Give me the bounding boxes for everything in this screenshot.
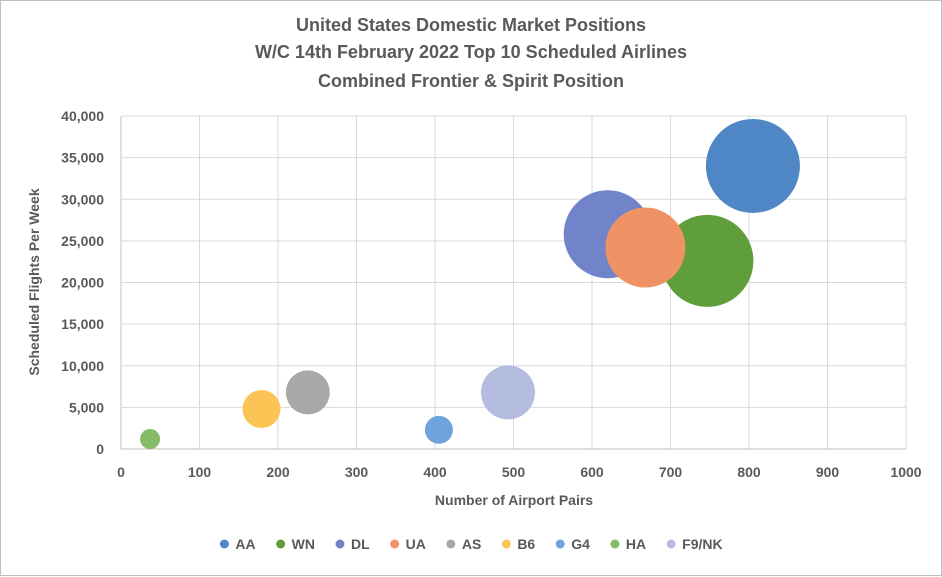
bubble-ua xyxy=(605,207,686,288)
y-tick-label: 30,000 xyxy=(61,191,104,207)
legend-marker xyxy=(390,539,400,549)
x-tick-label: 400 xyxy=(423,464,447,480)
x-axis-label: Number of Airport Pairs xyxy=(435,492,593,508)
legend-marker xyxy=(446,539,456,549)
y-tick-label: 20,000 xyxy=(61,275,104,291)
y-tick-label: 25,000 xyxy=(61,233,104,249)
legend-label: G4 xyxy=(571,536,590,552)
y-tick-label: 35,000 xyxy=(61,150,104,166)
chart-title-line-1: United States Domestic Market Positions xyxy=(296,15,646,35)
x-tick-label: 300 xyxy=(345,464,369,480)
bubble-f9-nk xyxy=(481,365,536,420)
legend-label: AA xyxy=(235,536,255,552)
bubble-wn xyxy=(661,214,754,307)
y-tick-label: 5,000 xyxy=(69,399,104,415)
x-tick-label: 700 xyxy=(659,464,683,480)
chart-title: United States Domestic Market Positions … xyxy=(255,15,687,91)
y-axis-label: Scheduled Flights Per Week xyxy=(26,188,42,375)
legend-item: HA xyxy=(610,536,646,552)
legend-item: F9/NK xyxy=(666,536,723,552)
x-tick-labels: 0 100 200 300 400 500 600 700 800 900 1000 xyxy=(117,464,922,480)
legend-marker xyxy=(501,539,511,549)
x-tick-label: 800 xyxy=(737,464,761,480)
legend-marker xyxy=(610,539,620,549)
legend-item: B6 xyxy=(501,536,535,552)
legend-item: AS xyxy=(446,536,481,552)
legend-label: DL xyxy=(351,536,370,552)
legend-marker xyxy=(335,539,345,549)
x-tick-label: 100 xyxy=(188,464,212,480)
y-tick-label: 10,000 xyxy=(61,358,104,374)
legend-marker xyxy=(219,539,229,549)
legend-label: F9/NK xyxy=(682,536,722,552)
legend-label: B6 xyxy=(517,536,535,552)
x-tick-label: 900 xyxy=(816,464,840,480)
bubble-b6 xyxy=(242,390,281,429)
legend-item: DL xyxy=(335,536,370,552)
legend-item: AA xyxy=(219,536,256,552)
bubble-aa xyxy=(705,118,800,213)
legend-marker xyxy=(555,539,565,549)
legend-item: UA xyxy=(390,536,426,552)
bubble-g4 xyxy=(424,415,453,444)
x-tick-label: 500 xyxy=(502,464,526,480)
bubbles xyxy=(140,118,800,450)
x-tick-label: 600 xyxy=(580,464,604,480)
legend-label: UA xyxy=(406,536,426,552)
bubble-as xyxy=(285,370,330,415)
x-tick-label: 0 xyxy=(117,464,125,480)
chart-title-line-3: Combined Frontier & Spirit Position xyxy=(318,71,624,91)
x-tick-label: 1000 xyxy=(890,464,921,480)
y-tick-label: 40,000 xyxy=(61,108,104,124)
legend-marker xyxy=(276,539,286,549)
legend-item: G4 xyxy=(555,536,590,552)
legend: AA WN DL UA AS B6 G4 HA F9/NK xyxy=(219,536,723,552)
bubble-ha xyxy=(140,429,161,450)
legend-label: WN xyxy=(292,536,315,552)
y-tick-labels: 0 5,000 10,000 15,000 20,000 25,000 30,000 35,0… xyxy=(61,108,104,457)
y-tick-label: 15,000 xyxy=(61,316,104,332)
legend-item: WN xyxy=(276,536,315,552)
x-tick-label: 200 xyxy=(266,464,290,480)
y-tick-label: 0 xyxy=(96,441,104,457)
legend-label: AS xyxy=(462,536,481,552)
legend-marker xyxy=(666,539,676,549)
legend-label: HA xyxy=(626,536,646,552)
chart-title-line-2: W/C 14th February 2022 Top 10 Scheduled … xyxy=(255,42,687,62)
